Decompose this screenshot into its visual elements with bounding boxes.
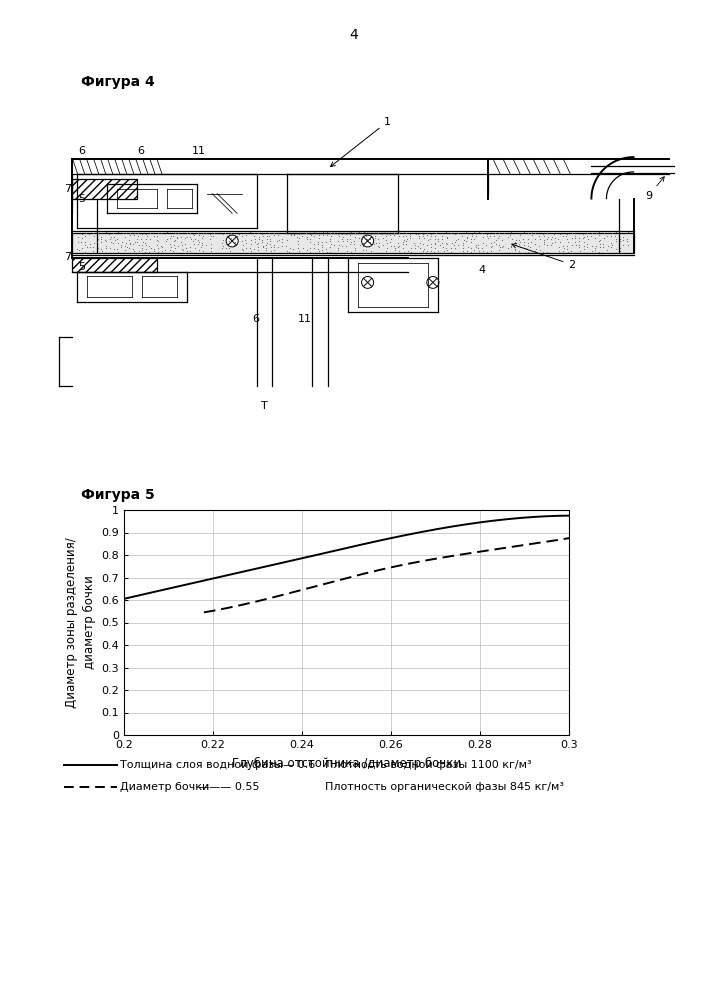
Text: 4: 4 bbox=[478, 265, 485, 275]
Text: Фигура 5: Фигура 5 bbox=[81, 488, 155, 502]
Text: 4: 4 bbox=[349, 28, 358, 42]
Bar bbox=[71, 233, 633, 253]
Text: 5: 5 bbox=[78, 262, 86, 272]
Circle shape bbox=[361, 235, 374, 247]
Text: Фигура 4: Фигура 4 bbox=[81, 75, 155, 89]
Text: Плотность водной фазы 1100 кг/м³: Плотность водной фазы 1100 кг/м³ bbox=[325, 760, 532, 770]
Polygon shape bbox=[71, 179, 137, 199]
Circle shape bbox=[226, 235, 238, 247]
Text: 11: 11 bbox=[192, 146, 206, 156]
Text: 9: 9 bbox=[645, 177, 665, 201]
Text: 2: 2 bbox=[512, 244, 575, 270]
Text: T: T bbox=[261, 401, 268, 411]
Text: 1: 1 bbox=[331, 117, 391, 167]
Text: 6: 6 bbox=[137, 146, 144, 156]
Text: 6: 6 bbox=[252, 314, 259, 324]
Text: 11: 11 bbox=[298, 314, 311, 324]
Text: Плотность органической фазы 845 кг/м³: Плотность органической фазы 845 кг/м³ bbox=[325, 782, 564, 792]
Text: 7: 7 bbox=[64, 184, 71, 194]
Circle shape bbox=[361, 277, 374, 288]
Y-axis label: Диаметр зоны разделения/
диаметр бочки: Диаметр зоны разделения/ диаметр бочки bbox=[66, 537, 95, 708]
Text: Диаметр бочки: Диаметр бочки bbox=[120, 782, 209, 792]
Polygon shape bbox=[71, 258, 157, 272]
Text: Толщина слоя водной фазы— 0.6: Толщина слоя водной фазы— 0.6 bbox=[120, 760, 315, 770]
Text: ——— 0.55: ——— 0.55 bbox=[198, 782, 259, 792]
Text: 6: 6 bbox=[78, 146, 86, 156]
Text: 5: 5 bbox=[78, 194, 86, 204]
Text: 7: 7 bbox=[64, 252, 71, 262]
Circle shape bbox=[427, 277, 439, 288]
X-axis label: Глубина отстойника /диаметр бочки: Глубина отстойника /диаметр бочки bbox=[232, 757, 461, 770]
